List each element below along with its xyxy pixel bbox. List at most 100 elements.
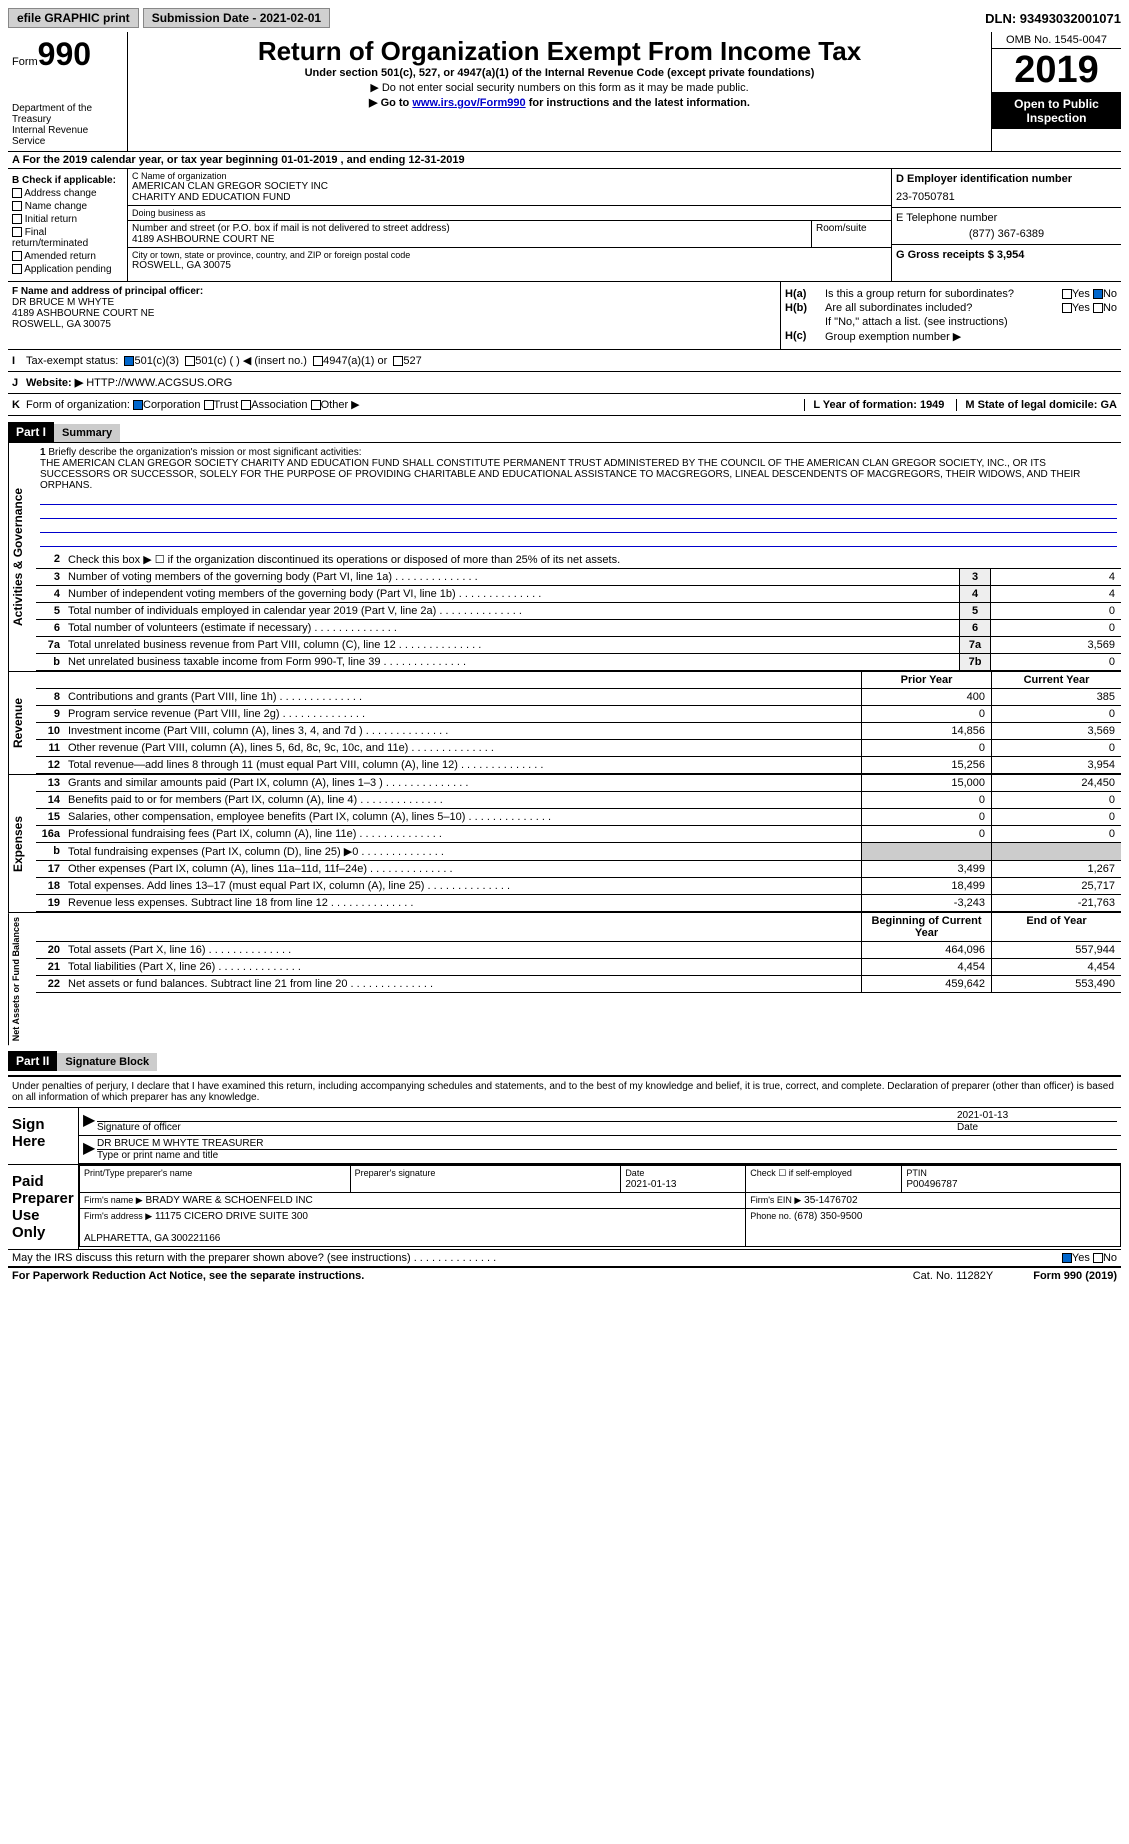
form-990-page: efile GRAPHIC print Submission Date - 20… [0, 0, 1129, 1292]
summary-line: 16aProfessional fundraising fees (Part I… [36, 826, 1121, 843]
chk-name-change[interactable] [12, 201, 22, 211]
sign-here-label: Sign Here [8, 1108, 78, 1164]
dba-label: Doing business as [132, 208, 887, 218]
header-left: Form990 Department of the Treasury Inter… [8, 32, 128, 151]
top-toolbar: efile GRAPHIC print Submission Date - 20… [8, 8, 1121, 28]
chk-hb-yes[interactable] [1062, 303, 1072, 313]
header-mid: Return of Organization Exempt From Incom… [128, 32, 991, 151]
signature-block: Under penalties of perjury, I declare th… [8, 1075, 1121, 1266]
chk-501c[interactable] [185, 356, 195, 366]
summary-line: 12Total revenue—add lines 8 through 11 (… [36, 757, 1121, 774]
summary-line: 15Salaries, other compensation, employee… [36, 809, 1121, 826]
chk-corp[interactable] [133, 400, 143, 410]
goto-note: ▶ Go to www.irs.gov/Form990 for instruct… [132, 96, 987, 109]
omb-number: OMB No. 1545-0047 [992, 32, 1121, 49]
chk-application-pending[interactable] [12, 264, 22, 274]
chk-4947[interactable] [313, 356, 323, 366]
chk-amended-return[interactable] [12, 251, 22, 261]
chk-ha-yes[interactable] [1062, 289, 1072, 299]
summary-line: 6Total number of volunteers (estimate if… [36, 620, 1121, 637]
chk-final-return[interactable] [12, 227, 22, 237]
summary-line: 4Number of independent voting members of… [36, 586, 1121, 603]
activities-governance-section: Activities & Governance 1 Briefly descri… [8, 442, 1121, 671]
ein-value: 23-7050781 [896, 191, 1117, 203]
summary-line: 20Total assets (Part X, line 16)464,0965… [36, 942, 1121, 959]
dln-label: DLN: 93493032001071 [985, 11, 1121, 26]
preparer-table: Print/Type preparer's name Preparer's si… [79, 1165, 1121, 1247]
room-label: Room/suite [816, 223, 887, 234]
chk-discuss-no[interactable] [1093, 1253, 1103, 1263]
revenue-section: Revenue Prior YearCurrent Year 8Contribu… [8, 671, 1121, 774]
chk-discuss-yes[interactable] [1062, 1253, 1072, 1263]
row-k-form-org: K Form of organization: Corporation Trus… [8, 394, 1121, 416]
summary-line: 9Program service revenue (Part VIII, lin… [36, 706, 1121, 723]
submission-date-label: Submission Date - 2021-02-01 [143, 8, 330, 28]
row-a-tax-year: A For the 2019 calendar year, or tax yea… [8, 152, 1121, 169]
box-c: C Name of organization AMERICAN CLAN GRE… [128, 169, 891, 281]
mission-block: 1 Briefly describe the organization's mi… [36, 443, 1121, 551]
summary-line: 19Revenue less expenses. Subtract line 1… [36, 895, 1121, 912]
box-f: F Name and address of principal officer:… [8, 282, 781, 349]
efile-print-button[interactable]: efile GRAPHIC print [8, 8, 139, 28]
irs-link[interactable]: www.irs.gov/Form990 [412, 97, 525, 109]
chk-501c3[interactable] [124, 356, 134, 366]
summary-line: bTotal fundraising expenses (Part IX, co… [36, 843, 1121, 861]
summary-line: 21Total liabilities (Part X, line 26)4,4… [36, 959, 1121, 976]
open-inspection: Open to Public Inspection [992, 93, 1121, 129]
chk-address-change[interactable] [12, 188, 22, 198]
state-domicile: M State of legal domicile: GA [956, 399, 1117, 411]
ein-label: D Employer identification number [896, 173, 1072, 185]
part-ii-header: Part IISignature Block [8, 1045, 1121, 1071]
box-b: B Check if applicable: Address change Na… [8, 169, 128, 281]
chk-initial-return[interactable] [12, 214, 22, 224]
tel-value: (877) 367-6389 [896, 228, 1117, 240]
section-b-to-g: B Check if applicable: Address change Na… [8, 169, 1121, 282]
org-name: AMERICAN CLAN GREGOR SOCIETY INC CHARITY… [132, 181, 887, 203]
row-i-tax-status: I Tax-exempt status: 501(c)(3) 501(c) ( … [8, 350, 1121, 372]
form-number: Form990 [12, 36, 123, 73]
form-subtitle: Under section 501(c), 527, or 4947(a)(1)… [132, 67, 987, 79]
paid-preparer-label: Paid Preparer Use Only [8, 1165, 78, 1249]
form-title: Return of Organization Exempt From Incom… [132, 36, 987, 67]
discuss-row: May the IRS discuss this return with the… [8, 1249, 1121, 1266]
summary-line: 8Contributions and grants (Part VIII, li… [36, 689, 1121, 706]
chk-other[interactable] [311, 400, 321, 410]
street-value: 4189 ASHBOURNE COURT NE [132, 234, 807, 245]
gross-receipts: G Gross receipts $ 3,954 [896, 249, 1024, 261]
summary-line: bNet unrelated business taxable income f… [36, 654, 1121, 671]
box-d-e-g: D Employer identification number 23-7050… [891, 169, 1121, 281]
org-name-label: C Name of organization [132, 171, 887, 181]
summary-line: 22Net assets or fund balances. Subtract … [36, 976, 1121, 993]
summary-line: 7aTotal unrelated business revenue from … [36, 637, 1121, 654]
chk-527[interactable] [393, 356, 403, 366]
side-label-net-assets: Net Assets or Fund Balances [8, 913, 36, 1045]
expenses-section: Expenses 13Grants and similar amounts pa… [8, 774, 1121, 912]
chk-trust[interactable] [204, 400, 214, 410]
page-footer: For Paperwork Reduction Act Notice, see … [8, 1266, 1121, 1284]
tax-year: 2019 [992, 49, 1121, 93]
summary-line: 18Total expenses. Add lines 13–17 (must … [36, 878, 1121, 895]
street-label: Number and street (or P.O. box if mail i… [132, 223, 807, 234]
chk-hb-no[interactable] [1093, 303, 1103, 313]
form-header: Form990 Department of the Treasury Inter… [8, 32, 1121, 152]
city-value: ROSWELL, GA 30075 [132, 260, 887, 271]
box-h: H(a)Is this a group return for subordina… [781, 282, 1121, 349]
summary-line: 10Investment income (Part VIII, column (… [36, 723, 1121, 740]
perjury-declaration: Under penalties of perjury, I declare th… [8, 1077, 1121, 1107]
summary-line: 3Number of voting members of the governi… [36, 569, 1121, 586]
dept-label: Department of the Treasury Internal Reve… [12, 103, 123, 147]
summary-line: 14Benefits paid to or for members (Part … [36, 792, 1121, 809]
side-label-governance: Activities & Governance [8, 443, 36, 671]
row-f-h: F Name and address of principal officer:… [8, 282, 1121, 350]
side-label-expenses: Expenses [8, 775, 36, 912]
chk-assoc[interactable] [241, 400, 251, 410]
summary-line: 13Grants and similar amounts paid (Part … [36, 775, 1121, 792]
part-i-header: Part ISummary [8, 416, 1121, 442]
summary-line: 11Other revenue (Part VIII, column (A), … [36, 740, 1121, 757]
city-label: City or town, state or province, country… [132, 250, 887, 260]
summary-line: 17Other expenses (Part IX, column (A), l… [36, 861, 1121, 878]
row-j-website: J Website: ▶ HTTP://WWW.ACGSUS.ORG [8, 372, 1121, 394]
summary-line: 5Total number of individuals employed in… [36, 603, 1121, 620]
net-assets-section: Net Assets or Fund Balances Beginning of… [8, 912, 1121, 1045]
chk-ha-no[interactable] [1093, 289, 1103, 299]
